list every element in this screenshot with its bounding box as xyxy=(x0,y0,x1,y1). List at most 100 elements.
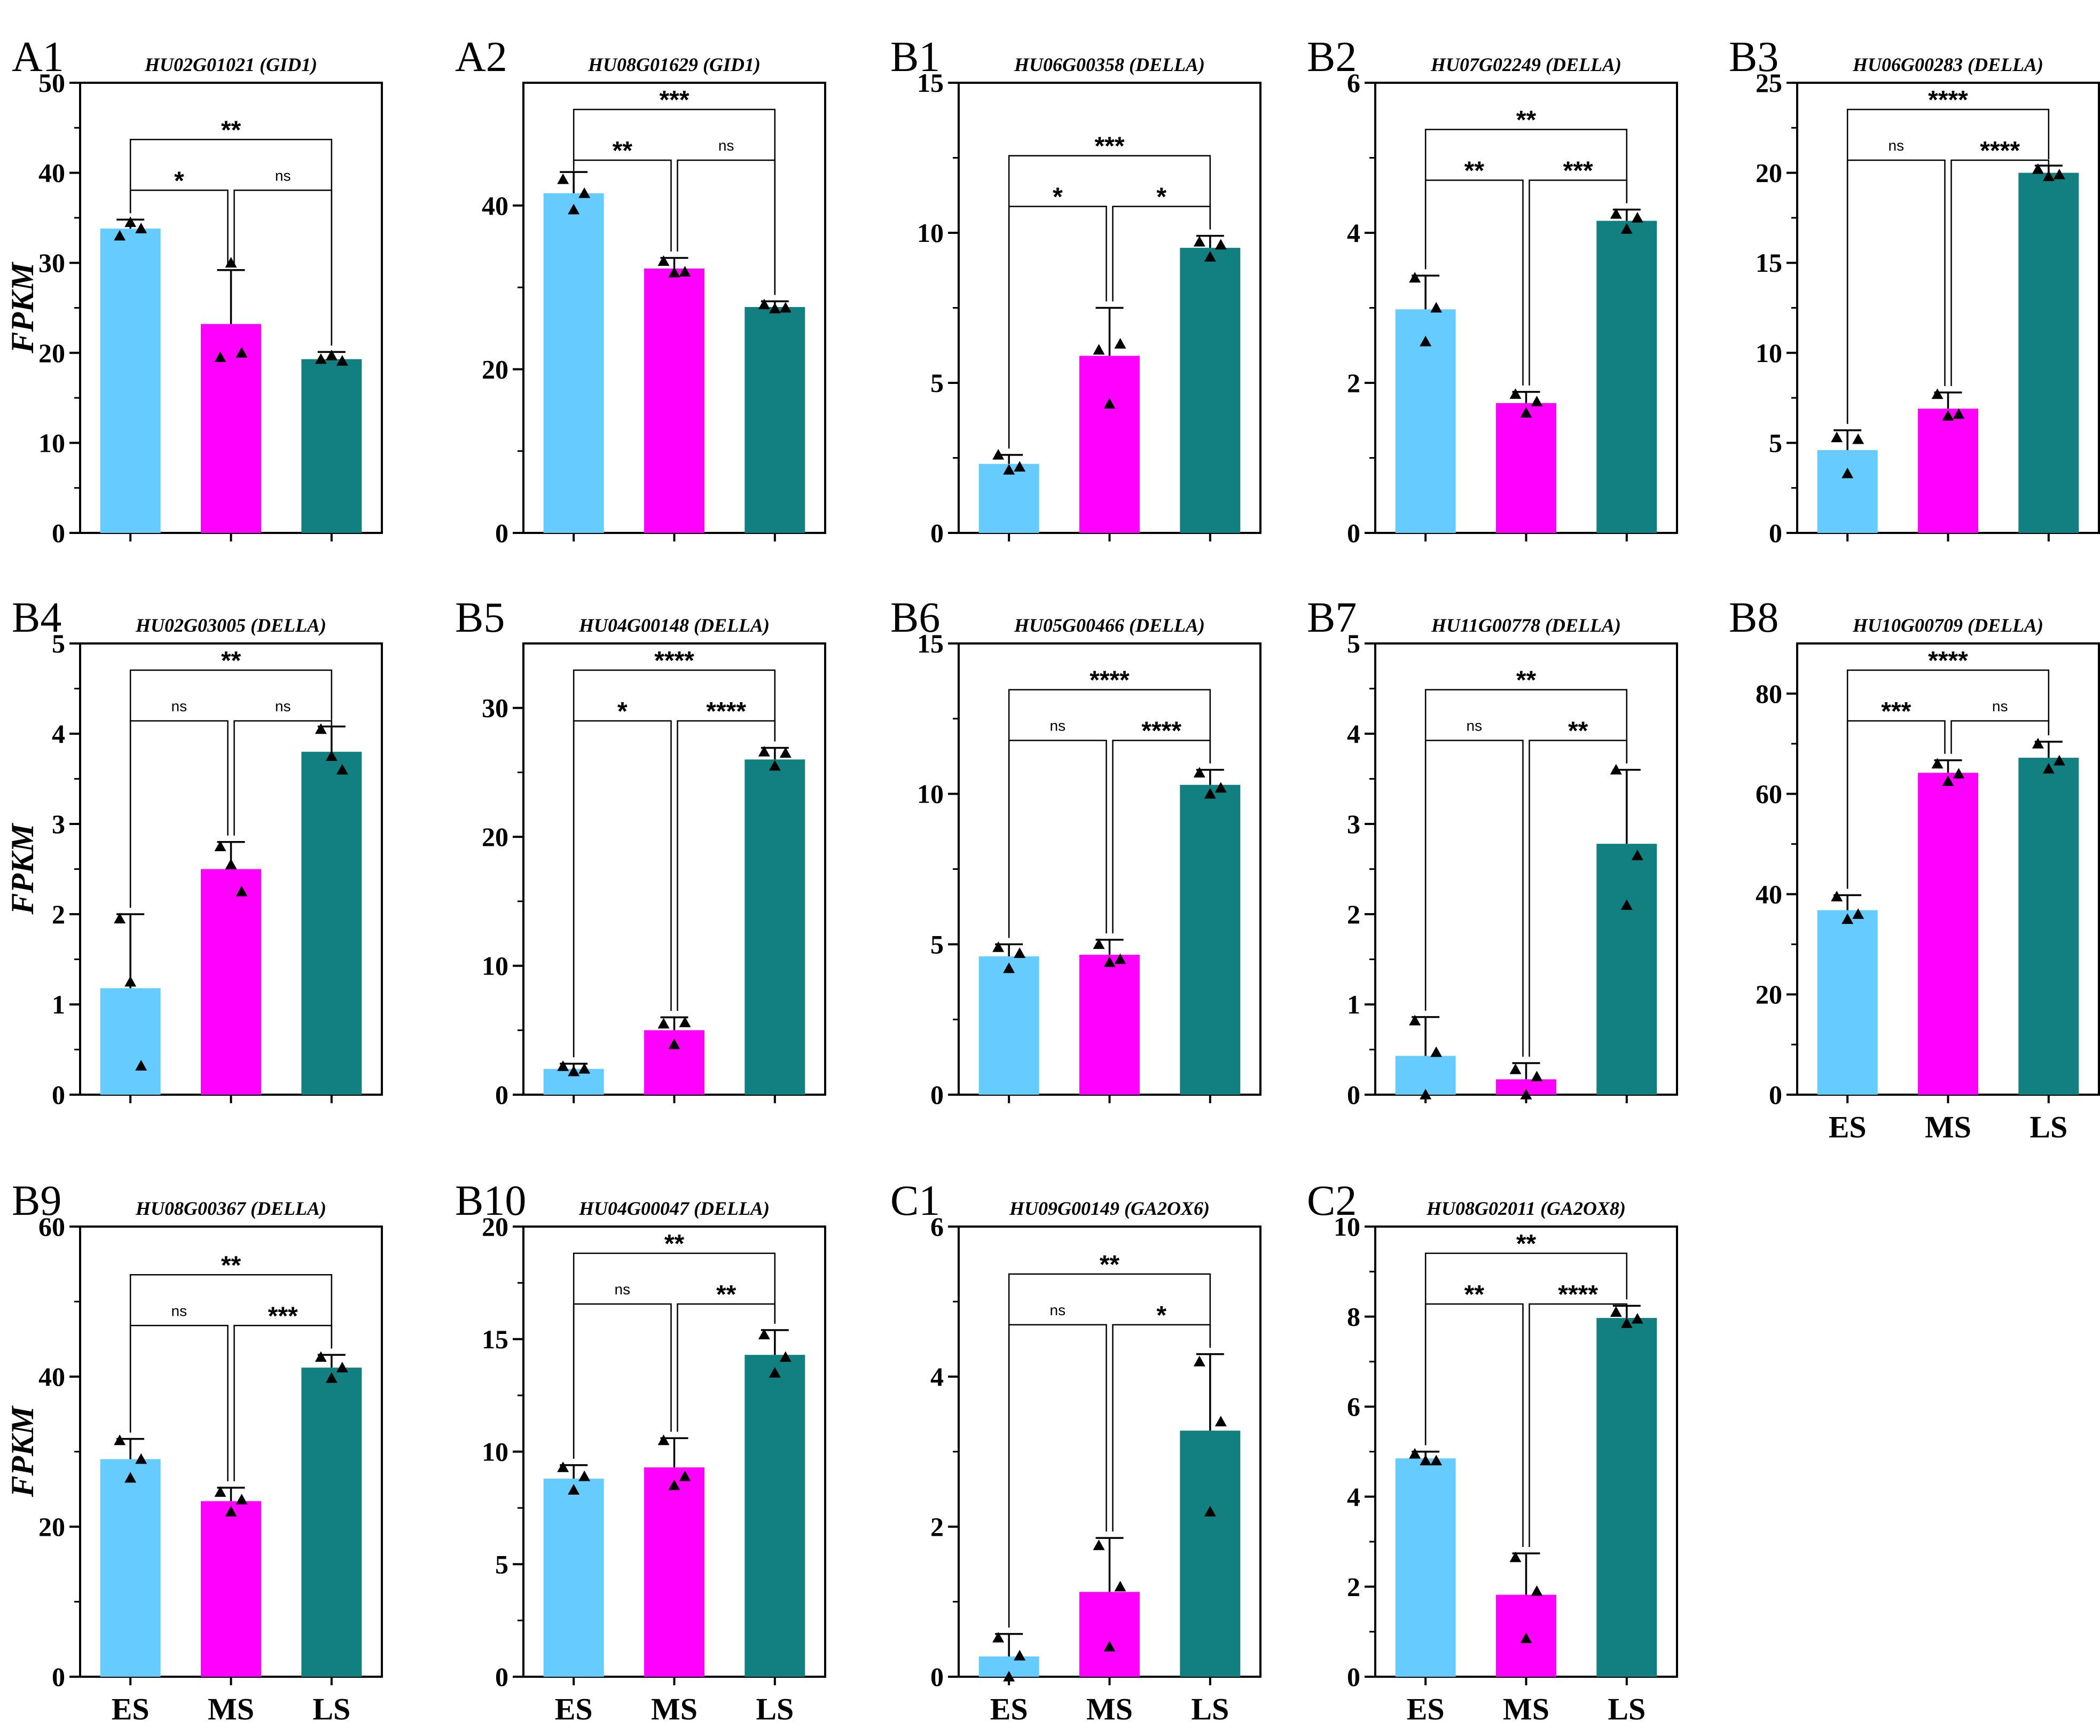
significance-bracket xyxy=(129,1325,229,1481)
panel-label: B10 xyxy=(455,1177,526,1224)
panel-title: HU02G03005 (DELLA) xyxy=(135,615,326,636)
bar-es xyxy=(1395,1056,1456,1095)
significance-label: ** xyxy=(1100,1251,1120,1279)
y-tick-label: 0 xyxy=(495,1080,508,1110)
y-tick-label: 20 xyxy=(38,338,65,368)
bar-ls xyxy=(745,307,805,533)
data-point xyxy=(679,1016,691,1027)
data-point xyxy=(1014,1649,1026,1661)
y-tick-label: 40 xyxy=(38,158,65,188)
bar-ls xyxy=(301,751,362,1095)
y-axis-label: FPKM xyxy=(5,822,40,915)
panel-label: B4 xyxy=(12,594,61,641)
significance-bracket xyxy=(573,108,776,295)
data-point xyxy=(2032,737,2044,749)
data-point xyxy=(1520,407,1532,418)
significance-label: *** xyxy=(1094,132,1124,161)
y-tick-label: 0 xyxy=(52,1662,65,1692)
panel-title: HU04G00148 (DELLA) xyxy=(578,615,770,636)
x-tick-label-ls: LS xyxy=(2030,1110,2067,1144)
data-point xyxy=(236,347,248,358)
significance-bracket xyxy=(129,1274,333,1433)
significance-bracket xyxy=(573,1303,672,1459)
data-point xyxy=(779,302,792,313)
significance-bracket xyxy=(1008,1273,1211,1628)
data-point xyxy=(758,299,770,310)
data-point xyxy=(124,216,137,227)
y-tick-label: 50 xyxy=(38,68,65,98)
panel-b8: B8 HU10G00709 (DELLA) 0 20 40 60 80 ES MS LS *** ns… xyxy=(1729,594,2100,1144)
y-axis-label: FPKM xyxy=(5,261,40,354)
x-tick-label-ls: LS xyxy=(312,1692,350,1726)
bar-ls xyxy=(1180,248,1241,533)
y-tick-label: 5 xyxy=(1769,428,1782,458)
y-tick-label: 60 xyxy=(1756,779,1782,809)
significance-label: ns xyxy=(1992,698,2008,714)
data-point xyxy=(1014,461,1026,472)
data-point xyxy=(1014,947,1026,959)
panel-title: HU06G00358 (DELLA) xyxy=(1014,54,1205,75)
y-tick-label: 5 xyxy=(52,629,65,658)
significance-bracket xyxy=(129,669,333,908)
y-tick-label: 10 xyxy=(1334,1212,1360,1242)
significance-bracket xyxy=(1846,669,2050,889)
data-point xyxy=(1520,1632,1532,1644)
significance-bracket xyxy=(1008,689,1211,938)
data-point xyxy=(1214,1416,1227,1427)
data-point xyxy=(1103,398,1116,409)
data-point xyxy=(214,1486,226,1497)
significance-bracket xyxy=(1529,1303,1628,1548)
bar-ms xyxy=(1079,1592,1140,1677)
significance-bracket xyxy=(129,139,333,346)
y-tick-label: 40 xyxy=(482,191,508,221)
y-tick-label: 3 xyxy=(1347,809,1360,839)
significance-label: ** xyxy=(221,116,241,144)
y-tick-label: 0 xyxy=(1347,1662,1360,1692)
y-tick-label: 20 xyxy=(482,822,508,852)
y-tick-label: 20 xyxy=(1756,979,1782,1009)
bar-ms xyxy=(1079,955,1140,1095)
data-point xyxy=(1409,1015,1421,1026)
significance-label: * xyxy=(617,697,628,726)
data-point xyxy=(992,449,1005,460)
significance-label: **** xyxy=(1928,86,1968,114)
x-tick-label-ls: LS xyxy=(1608,1692,1645,1726)
significance-label: ns xyxy=(615,1281,631,1298)
y-tick-label: 4 xyxy=(1347,1482,1360,1512)
y-tick-label: 6 xyxy=(930,1212,944,1242)
data-point xyxy=(657,255,670,266)
y-axis-label: FPKM xyxy=(5,1405,40,1498)
significance-bracket xyxy=(233,190,333,346)
data-point xyxy=(1420,1455,1432,1466)
significance-bracket xyxy=(1424,689,1628,1011)
data-point xyxy=(114,913,126,924)
data-point xyxy=(124,1472,137,1483)
bar-ms xyxy=(1079,356,1140,533)
data-point xyxy=(325,349,338,360)
panel-title: HU11G00778 (DELLA) xyxy=(1431,615,1621,636)
data-point xyxy=(769,760,781,771)
significance-label: ** xyxy=(1464,1281,1485,1309)
data-point xyxy=(1509,388,1522,399)
panel-b7: B7 HU11G00778 (DELLA) 0 1 2 3 4 5 ns ** ** xyxy=(1307,594,1678,1110)
data-point xyxy=(1620,899,1633,910)
data-point xyxy=(1114,337,1126,349)
significance-bracket xyxy=(1846,108,2050,424)
bar-ls xyxy=(745,1355,805,1677)
data-point xyxy=(568,203,580,215)
y-tick-label: 4 xyxy=(1347,218,1360,248)
bar-es xyxy=(1817,450,1878,533)
significance-label: ns xyxy=(275,167,291,184)
data-point xyxy=(1409,1448,1421,1459)
data-point xyxy=(769,1366,781,1378)
data-point xyxy=(1942,775,1954,786)
panel-b3: B3 HU06G00283 (DELLA) 0 5 10 15 20 25 ns **** **** xyxy=(1729,34,2100,548)
y-tick-label: 10 xyxy=(482,1437,508,1467)
data-point xyxy=(2053,168,2065,179)
y-tick-label: 4 xyxy=(930,1362,944,1392)
bar-ms xyxy=(201,869,261,1095)
significance-label: ns xyxy=(1467,718,1483,734)
significance-bracket xyxy=(1424,129,1628,270)
data-point xyxy=(679,1470,691,1481)
